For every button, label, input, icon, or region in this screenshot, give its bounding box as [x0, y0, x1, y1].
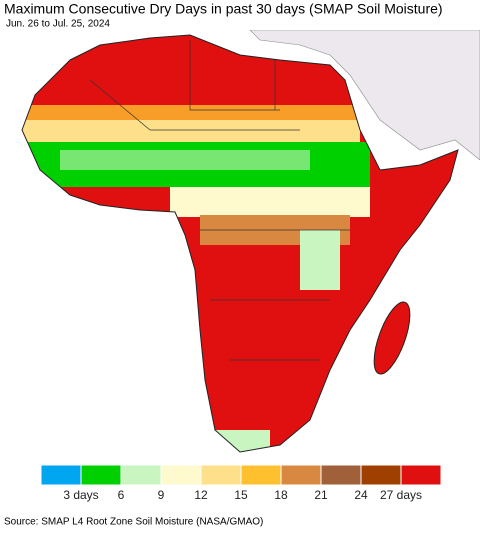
legend-label: 27 days — [380, 488, 422, 502]
borders — [89, 40, 350, 361]
legend: 3 days 6 9 12 15 18 21 24 27 days — [40, 464, 442, 502]
legend-label: 24 — [354, 488, 368, 502]
legend-swatch — [120, 464, 162, 486]
legend-label: 18 — [274, 488, 288, 502]
legend-label: 9 — [158, 488, 165, 502]
legend-swatch — [240, 464, 282, 486]
legend-label: 21 — [314, 488, 328, 502]
subtitle: Jun. 26 to Jul. 25, 2024 — [6, 19, 110, 30]
legend-swatch — [160, 464, 202, 486]
legend-swatch — [400, 464, 442, 486]
legend-swatch — [360, 464, 402, 486]
other-land — [249, 29, 480, 161]
madagascar — [373, 301, 411, 375]
legend-label: 15 — [234, 488, 248, 502]
legend-swatch — [40, 464, 82, 486]
title: Maximum Consecutive Dry Days in past 30 … — [4, 1, 443, 17]
legend-label: 6 — [118, 488, 125, 502]
legend-label: 12 — [194, 488, 208, 502]
title-band — [0, 0, 480, 30]
coastline — [21, 34, 459, 453]
legend-swatch — [80, 464, 122, 486]
source: Source: SMAP L4 Root Zone Soil Moisture … — [4, 517, 263, 528]
legend-label: 3 days — [63, 488, 98, 502]
legend-swatch — [280, 464, 322, 486]
legend-swatch — [200, 464, 242, 486]
legend-swatch — [320, 464, 362, 486]
